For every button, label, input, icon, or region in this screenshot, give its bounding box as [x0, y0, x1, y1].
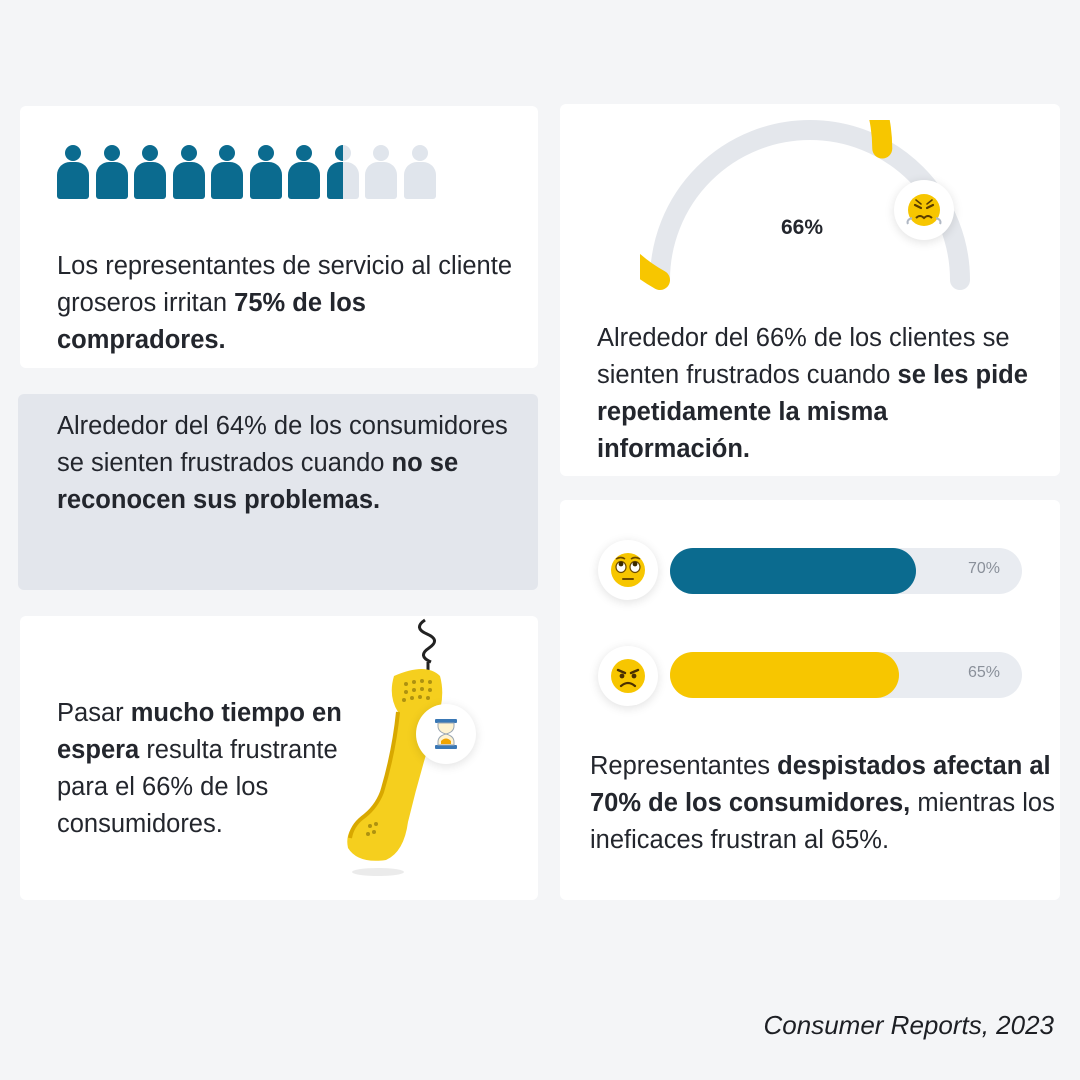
unacknowledged-text-regular: Alrededor del 64% de los consumidores se…	[57, 412, 508, 477]
person-icon	[403, 145, 436, 201]
gauge-value-label: 66%	[780, 216, 824, 239]
person-icon	[326, 145, 359, 201]
wait-time-text-regular-2: resulta frustrante para el 66% de los co…	[57, 736, 338, 838]
person-icon	[211, 145, 243, 201]
wait-time-text-regular-1: Pasar	[57, 699, 131, 727]
wait-time-text: Pasar mucho tiempo en espera resulta fru…	[57, 695, 387, 843]
clueless-reps-text-bold: despistados afectan al 70% de los consum…	[590, 752, 1051, 817]
person-icon	[134, 145, 166, 201]
eye-roll-face-icon	[611, 553, 645, 587]
repeat-info-text: Alrededor del 66% de los clientes se sie…	[597, 320, 1042, 468]
angry-face-icon	[906, 194, 942, 226]
person-icon	[249, 145, 282, 201]
people-icons-row	[57, 145, 437, 201]
phone-handset-icon	[347, 618, 443, 876]
bar-emoji-badge-1	[598, 540, 658, 600]
bar-fill-2	[670, 652, 899, 698]
angry-face-icon	[611, 659, 645, 693]
bar-value-label-2: 65%	[967, 664, 1000, 681]
gauge-emoji-badge	[894, 180, 954, 240]
bar-emoji-badge-2	[598, 646, 658, 706]
rude-reps-text-regular: Los representantes de servicio al client…	[57, 252, 513, 317]
source-citation: Consumer Reports, 2023	[763, 1010, 1054, 1040]
person-icon	[365, 145, 397, 201]
rude-reps-text: Los representantes de servicio al client…	[57, 248, 517, 359]
unacknowledged-text-bold: no se reconocen sus problemas.	[57, 449, 459, 514]
clueless-reps-text-regular-2: mientras los ineficaces frustran al 65%.	[590, 789, 1055, 854]
hourglass-icon	[435, 719, 457, 749]
bar-value-label-1: 70%	[967, 560, 1000, 577]
repeat-info-text-bold: se les pide repetidamente la misma infor…	[597, 361, 1028, 463]
repeat-info-card	[560, 104, 1060, 476]
repeat-info-text-regular: Alrededor del 66% de los clientes se sie…	[597, 324, 1010, 389]
rude-reps-text-bold: 75% de los compradores.	[57, 289, 366, 354]
bar-fill-1	[670, 548, 917, 594]
timer-badge	[416, 704, 476, 764]
unacknowledged-card	[18, 394, 538, 590]
bar-track-1: 70%	[670, 548, 1022, 594]
person-icon	[57, 145, 89, 201]
wait-time-text-bold: mucho tiempo en espera	[57, 699, 342, 764]
bar-track-2: 65%	[670, 652, 1022, 698]
person-icon	[95, 145, 128, 201]
clueless-reps-text-regular-1: Representantes	[590, 752, 778, 780]
unacknowledged-text: Alrededor del 64% de los consumidores se…	[57, 408, 527, 519]
person-icon	[288, 145, 320, 201]
clueless-reps-text: Representantes despistados afectan al 70…	[590, 748, 1055, 859]
person-icon	[172, 145, 205, 201]
